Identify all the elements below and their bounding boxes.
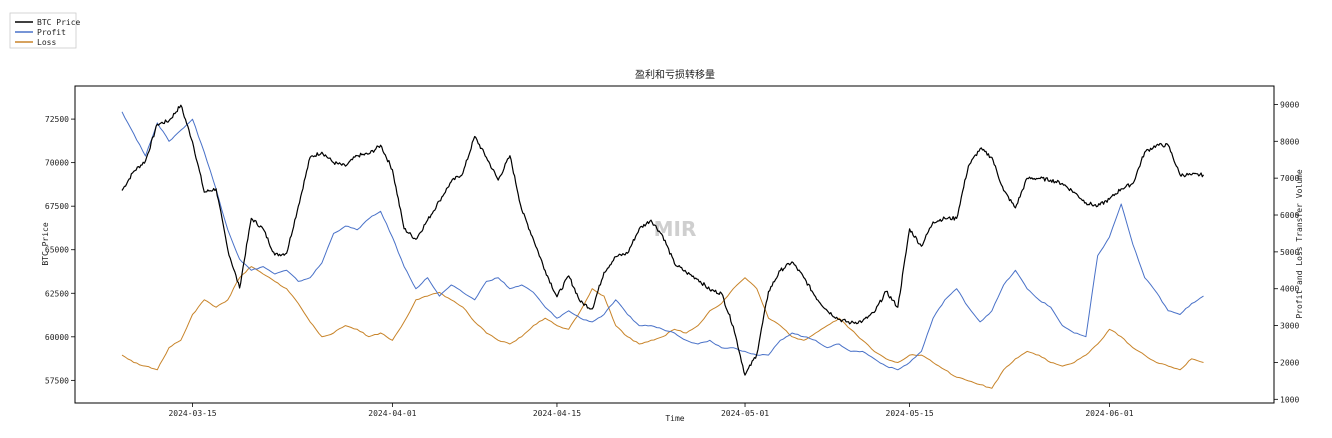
y-axis-left-label: BTC Price bbox=[41, 222, 50, 266]
y-left-tick-label: 70000 bbox=[45, 159, 69, 168]
x-tick-label: 2024-03-15 bbox=[168, 409, 216, 418]
y-left-tick-label: 60000 bbox=[45, 333, 69, 342]
x-axis-label: Time bbox=[665, 414, 684, 423]
y-axis-left: 57500 60000 62500 65000 67500 70000 72500 bbox=[45, 115, 75, 385]
x-axis: 2024-03-15 2024-04-01 2024-04-15 2024-05-01… bbox=[168, 403, 1134, 418]
y-right-tick-label: 8000 bbox=[1280, 137, 1299, 146]
legend: BTC Price Profit Loss bbox=[9, 12, 81, 49]
chart-title: 盈利和亏损转移量 bbox=[635, 68, 715, 81]
y-left-tick-label: 57500 bbox=[45, 376, 69, 385]
y-left-tick-label: 62500 bbox=[45, 289, 69, 298]
y-left-tick-label: 67500 bbox=[45, 202, 69, 211]
y-left-tick-label: 65000 bbox=[45, 246, 69, 255]
x-tick-label: 2024-05-15 bbox=[886, 409, 934, 418]
y-axis-right-label: Profit and Loss Transfer Volume bbox=[1295, 169, 1304, 318]
series-lines bbox=[121, 104, 1205, 389]
x-tick-label: 2024-04-15 bbox=[533, 409, 581, 418]
y-right-tick-label: 5000 bbox=[1280, 248, 1299, 257]
y-right-tick-label: 1000 bbox=[1280, 395, 1299, 404]
plot-area bbox=[74, 85, 1275, 404]
legend-label-loss: Loss bbox=[37, 38, 56, 47]
x-tick-label: 2024-05-01 bbox=[721, 409, 769, 418]
y-right-tick-label: 9000 bbox=[1280, 100, 1299, 109]
y-left-tick-label: 72500 bbox=[45, 115, 69, 124]
y-axis-right: 1000 2000 3000 4000 5000 6000 7000 8000 9000 bbox=[1274, 100, 1299, 404]
y-right-tick-label: 6000 bbox=[1280, 211, 1299, 220]
x-tick-label: 2024-06-01 bbox=[1085, 409, 1133, 418]
y-right-tick-label: 2000 bbox=[1280, 358, 1299, 367]
series-line-btc-price bbox=[121, 104, 1205, 376]
series-line-profit bbox=[121, 111, 1204, 371]
series-line-loss bbox=[121, 266, 1204, 389]
x-tick-label: 2024-04-01 bbox=[368, 409, 416, 418]
legend-label-profit: Profit bbox=[37, 28, 66, 37]
watermark: MIR bbox=[654, 217, 697, 241]
y-right-tick-label: 7000 bbox=[1280, 174, 1299, 183]
legend-label-btc-price: BTC Price bbox=[37, 18, 81, 27]
y-right-tick-label: 4000 bbox=[1280, 285, 1299, 294]
y-right-tick-label: 3000 bbox=[1280, 322, 1299, 331]
